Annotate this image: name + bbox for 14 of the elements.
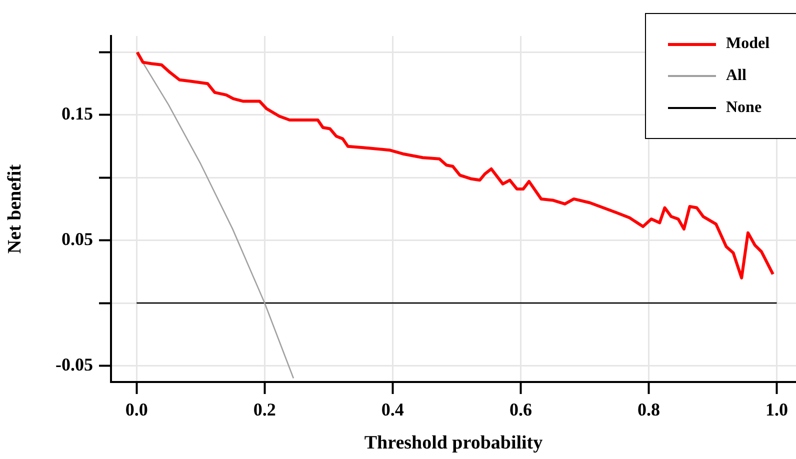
y-tick-label: -0.05 [56, 354, 93, 374]
legend-label: All [726, 67, 746, 85]
x-tick-label: 0.0 [125, 399, 148, 420]
x-tick-label: 0.8 [638, 399, 660, 420]
x-tick-label: 0.2 [253, 399, 276, 420]
y-tick-label: 0.05 [62, 228, 93, 249]
y-tick-label: 0.15 [62, 104, 93, 124]
y-axis-title: Net benefit [4, 164, 26, 254]
x-tick-label: 1.0 [766, 399, 788, 420]
legend-label: Model [726, 35, 770, 53]
x-tick-label: 0.6 [509, 399, 532, 420]
x-tick-label: 0.4 [381, 399, 404, 420]
x-axis-title: Threshold probability [364, 432, 544, 454]
legend-label: None [726, 99, 762, 117]
